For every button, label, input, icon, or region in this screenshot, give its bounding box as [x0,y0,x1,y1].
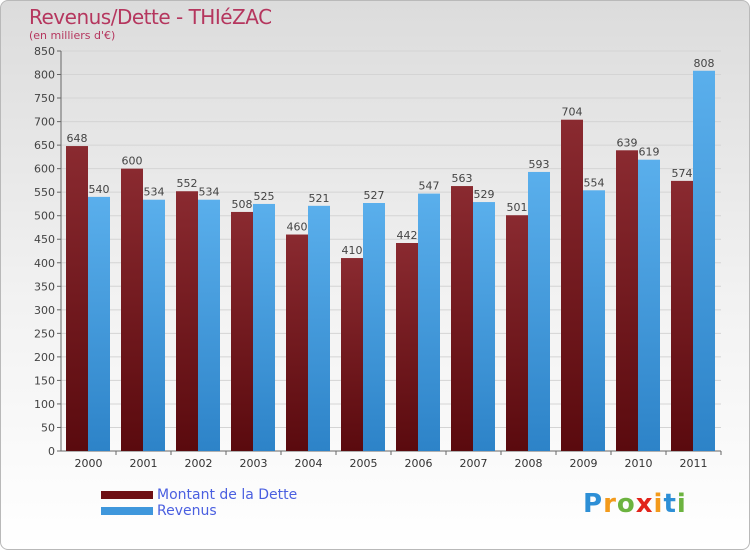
x-tick-label: 2008 [515,457,543,470]
bar-revenus-2008 [528,171,550,452]
data-label-revenus-2010: 619 [639,146,660,159]
logo-letter: i [653,489,664,519]
chart-title: Revenus/Dette - THIéZAC [29,5,272,29]
x-tick-label: 2000 [75,457,103,470]
y-tick-label: 550 [34,186,55,199]
bar-dette-2007 [451,186,473,451]
x-tick-label: 2001 [130,457,158,470]
legend-label-dette: Montant de la Dette [157,487,298,503]
y-tick-label: 450 [34,233,55,246]
bar-revenus-2004 [308,205,330,451]
data-label-revenus-2002: 534 [199,186,220,199]
y-tick-label: 800 [34,69,55,82]
y-tick-label: 300 [34,304,55,317]
data-label-dette-2002: 552 [177,177,198,190]
logo-letter: i [676,489,687,519]
bar-revenus-2006 [418,193,440,451]
y-tick-label: 750 [34,92,55,105]
x-tick-label: 2010 [625,457,653,470]
bar-dette-2006 [396,243,418,451]
legend-label-revenus: Revenus [157,503,217,519]
data-label-dette-2005: 410 [342,244,363,257]
data-label-revenus-2008: 593 [529,158,550,171]
data-label-dette-2010: 639 [617,136,638,149]
data-label-revenus-2004: 521 [309,192,330,205]
logo-letter: x [635,489,654,519]
data-label-dette-2006: 442 [397,229,418,242]
bar-dette-2005 [341,258,363,451]
x-tick-label: 2006 [405,457,433,470]
bar-dette-2008 [506,215,528,451]
y-tick-label: 200 [34,351,55,364]
bar-revenus-2001 [143,199,165,451]
logo-letter: o [616,489,636,519]
bar-dette-2010 [616,150,638,451]
x-tick-label: 2011 [680,457,708,470]
x-tick-label: 2007 [460,457,488,470]
data-label-revenus-2009: 554 [584,176,605,189]
axes: 0 50 100 150 200 250 300 350 400 450 500 550 600 650 7… [34,45,722,470]
data-label-dette-2000: 648 [67,132,88,145]
bar-revenus-2003 [253,203,275,451]
logo-letter: t [663,489,677,519]
bar-revenus-2010 [638,159,660,452]
data-label-revenus-2011: 808 [694,57,715,70]
bar-dette-2009 [561,119,583,452]
bar-revenus-2005 [363,203,385,451]
y-tick-label: 0 [48,445,55,458]
legend-swatch-dette [101,491,153,499]
bars [66,70,715,452]
data-label-revenus-2001: 534 [144,186,165,199]
data-label-revenus-2007: 529 [474,188,495,201]
proxiti-logo: Proxiti [583,489,687,519]
bar-dette-2001 [121,168,143,451]
y-tick-label: 100 [34,398,55,411]
bar-dette-2000 [66,146,88,451]
bar-revenus-2009 [583,190,605,451]
logo-letter: P [583,489,604,519]
bar-dette-2011 [671,180,693,451]
y-tick-label: 350 [34,280,55,293]
bar-revenus-2007 [473,202,495,451]
y-tick-label: 700 [34,116,55,129]
legend-swatch-revenus [101,507,153,515]
y-tick-label: 500 [34,210,55,223]
bar-dette-2003 [231,211,253,451]
bar-revenus-2002 [198,199,220,451]
y-tick-label: 650 [34,139,55,152]
logo-letter: r [603,489,617,519]
bar-revenus-2011 [693,70,715,451]
data-label-revenus-2006: 547 [419,180,440,193]
data-label-revenus-2003: 525 [254,190,275,203]
y-tick-label: 50 [41,421,55,434]
data-label-dette-2001: 600 [122,155,143,168]
data-label-dette-2003: 508 [232,198,253,211]
x-tick-label: 2005 [350,457,378,470]
data-label-dette-2011: 574 [672,167,693,180]
chart-subtitle: (en milliers d'€) [29,29,116,42]
data-label-revenus-2005: 527 [364,189,385,202]
y-tick-label: 850 [34,45,55,58]
bar-dette-2004 [286,234,308,451]
data-label-dette-2007: 563 [452,172,473,185]
y-tick-label: 400 [34,257,55,270]
data-label-dette-2009: 704 [562,106,583,119]
bar-revenus-2000 [88,196,110,451]
bar-dette-2002 [176,191,198,451]
data-label-dette-2008: 501 [507,201,528,214]
y-tick-label: 600 [34,163,55,176]
x-tick-label: 2009 [570,457,598,470]
y-tick-label: 250 [34,327,55,340]
data-label-dette-2004: 460 [287,221,308,234]
y-tick-label: 150 [34,374,55,387]
data-label-revenus-2000: 540 [89,183,110,196]
data-labels: 6485406005345525345085254605214105274425… [67,57,715,257]
x-tick-label: 2002 [185,457,213,470]
x-tick-label: 2003 [240,457,268,470]
x-tick-label: 2004 [295,457,323,470]
